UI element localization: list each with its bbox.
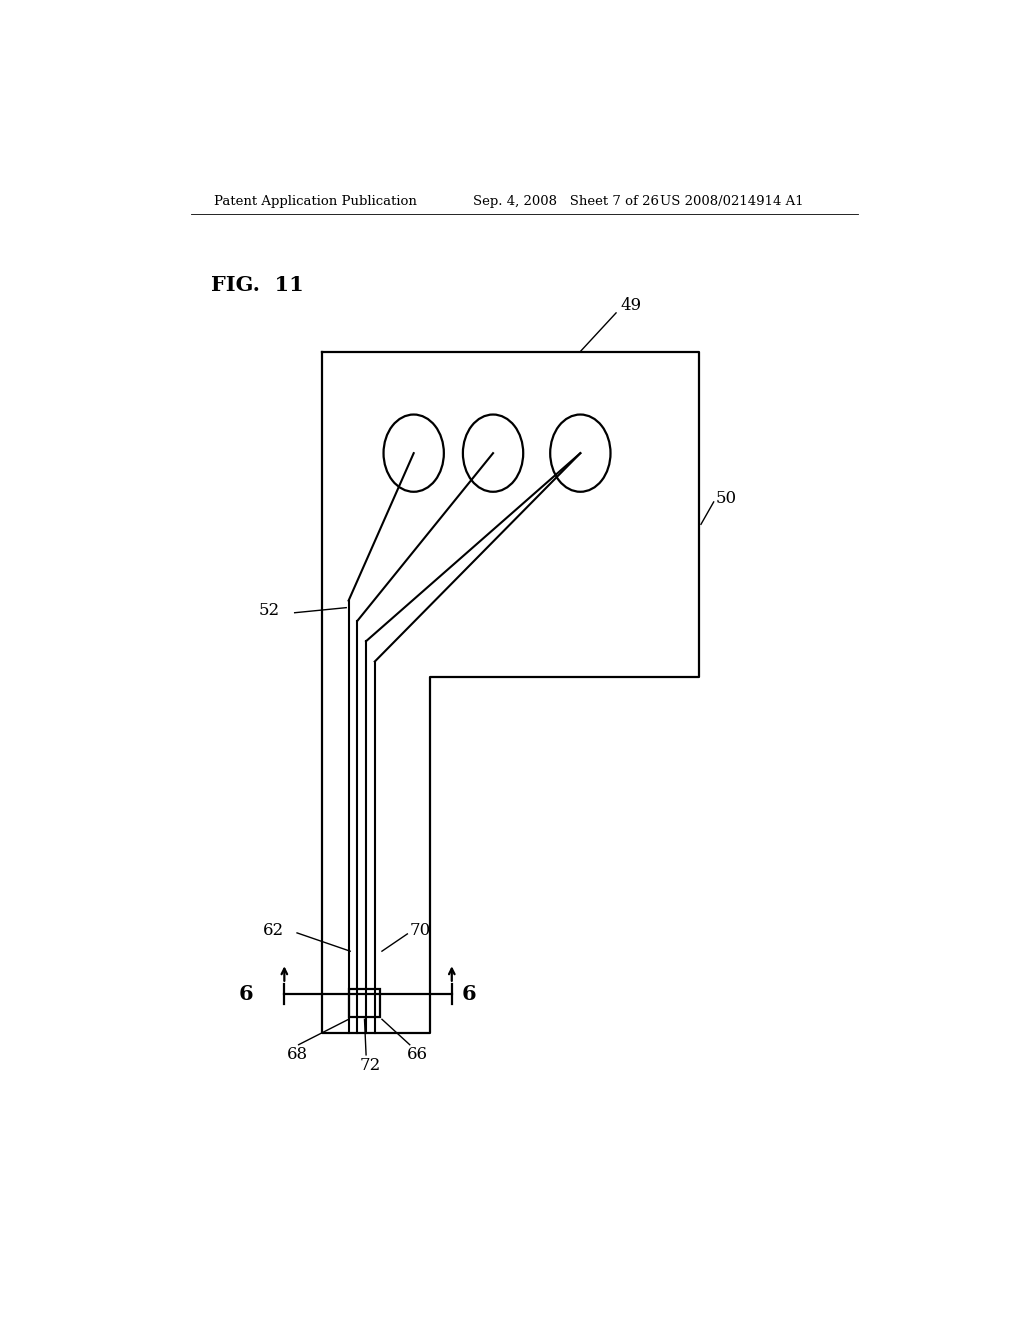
- Text: US 2008/0214914 A1: US 2008/0214914 A1: [659, 194, 804, 207]
- Text: 72: 72: [359, 1056, 381, 1073]
- Text: 49: 49: [620, 297, 641, 314]
- Text: 66: 66: [408, 1047, 428, 1064]
- Bar: [348, 989, 380, 1018]
- Text: 50: 50: [715, 491, 736, 507]
- Text: 6: 6: [239, 983, 253, 1005]
- Text: 68: 68: [287, 1047, 308, 1064]
- Text: 70: 70: [410, 923, 431, 940]
- Text: FIG.  11: FIG. 11: [211, 276, 304, 296]
- Text: 52: 52: [259, 602, 281, 619]
- Text: Sep. 4, 2008   Sheet 7 of 26: Sep. 4, 2008 Sheet 7 of 26: [473, 194, 659, 207]
- Text: Patent Application Publication: Patent Application Publication: [214, 194, 417, 207]
- Text: 62: 62: [263, 923, 284, 940]
- Text: 6: 6: [462, 983, 476, 1005]
